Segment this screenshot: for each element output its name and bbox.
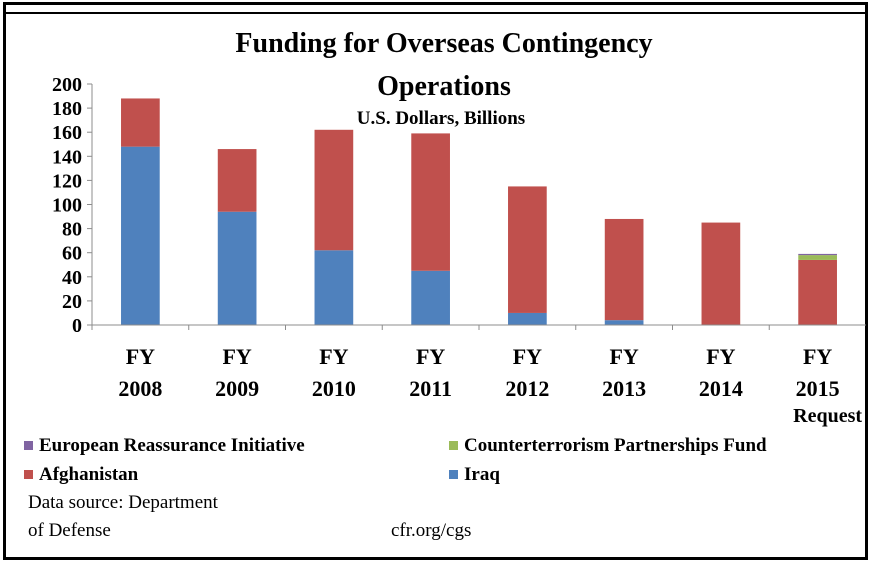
bar-segment: [121, 146, 160, 325]
legend-label: European Reassurance Initiative: [39, 435, 305, 456]
bar-segment: [314, 250, 354, 325]
bar-segment: [411, 270, 450, 325]
y-tick-label: 20: [62, 291, 82, 313]
bar-segment: [604, 218, 644, 321]
legend-swatch: [24, 441, 33, 450]
chart-title: Funding for Overseas Contingency: [235, 28, 652, 59]
bars: [121, 98, 837, 325]
y-tick-label: 160: [52, 122, 82, 144]
bar-segment: [217, 149, 257, 212]
x-tick-label: 2008: [118, 376, 162, 401]
x-tick-label: 2010: [312, 376, 356, 401]
bar-segment: [411, 133, 450, 271]
data-source-line2: of Defense: [28, 520, 111, 541]
x-tick-label: FY: [513, 344, 542, 369]
x-tick-label: FY: [319, 344, 348, 369]
y-tick-label: 200: [52, 74, 82, 96]
x-tick-label: 2015: [796, 376, 840, 401]
y-tick-label: 100: [52, 195, 82, 217]
bar-segment: [217, 211, 257, 325]
data-source-line1: Data source: Department: [28, 492, 218, 513]
x-tick-label: Request: [793, 405, 862, 427]
chart-title-line2: Operations: [377, 71, 511, 102]
x-tick-label: FY: [803, 344, 832, 369]
bar-segment: [798, 253, 837, 256]
x-tick-label: 2013: [602, 376, 646, 401]
x-tick-label: FY: [706, 344, 735, 369]
bar-segment: [604, 320, 644, 325]
y-tick-label: 120: [52, 170, 82, 192]
y-tick-label: 40: [62, 267, 82, 289]
x-tick-label: 2011: [409, 376, 452, 401]
bar-segment: [508, 186, 547, 313]
legend-label: Afghanistan: [39, 464, 139, 485]
bar-segment: [508, 312, 547, 325]
y-tick-label: 140: [52, 146, 82, 168]
x-axis: FY 2008 FY 2009 FY 2010 FY 2011 FY 2012 FY 2013 FY 20…: [91, 324, 866, 427]
bar-segment: [798, 259, 837, 325]
bar-segment: [121, 98, 160, 147]
bar-segment: [798, 255, 837, 260]
x-tick-label: FY: [126, 344, 155, 369]
y-tick-label: 180: [52, 98, 82, 120]
top-band: [6, 5, 865, 14]
bar-segment: [314, 129, 354, 251]
x-tick-label: 2009: [215, 376, 259, 401]
x-tick-label: 2014: [699, 376, 743, 401]
x-tick-label: FY: [416, 344, 445, 369]
chart-subtitle: U.S. Dollars, Billions: [357, 108, 525, 129]
legend-swatch: [449, 470, 458, 479]
legend-label: Counterterrorism Partnerships Fund: [464, 435, 767, 456]
y-tick-label: 60: [62, 243, 82, 265]
y-tick-label: 0: [72, 315, 82, 337]
legend-swatch: [24, 470, 33, 479]
x-tick-label: 2012: [505, 376, 549, 401]
legend-label: Iraq: [464, 464, 500, 485]
legend-swatch: [449, 441, 458, 450]
x-tick-label: FY: [609, 344, 638, 369]
credit: cfr.org/cgs: [391, 520, 472, 541]
y-tick-label: 80: [62, 219, 82, 241]
x-tick-label: FY: [222, 344, 251, 369]
legend: European Reassurance Initiative Counterte…: [24, 435, 767, 485]
bar-segment: [701, 222, 741, 325]
